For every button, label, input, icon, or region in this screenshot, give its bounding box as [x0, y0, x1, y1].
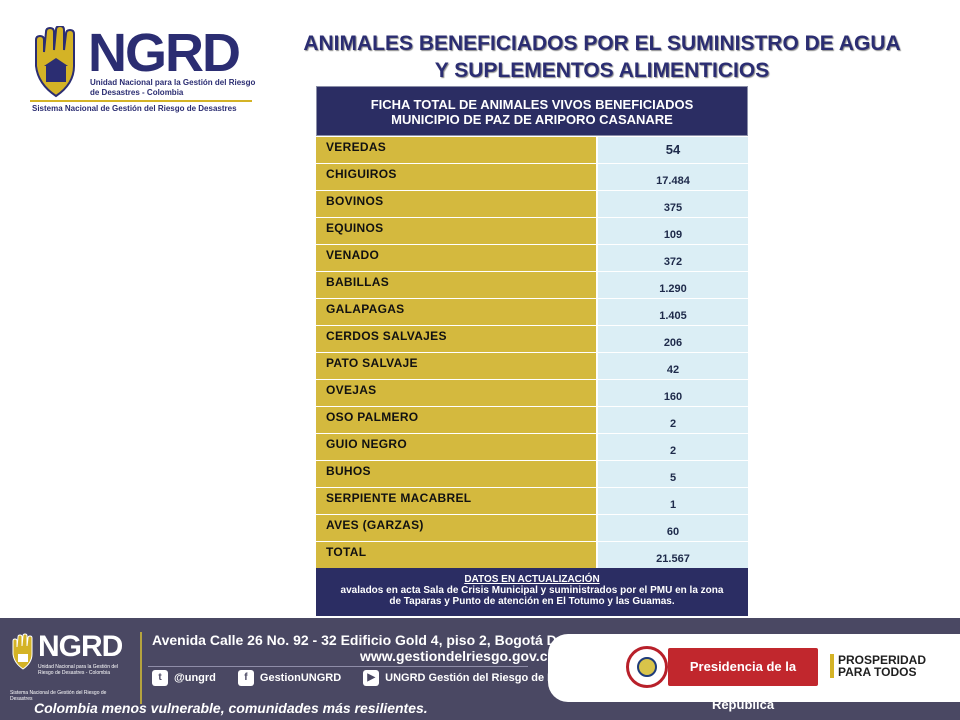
footer-divider — [140, 632, 142, 704]
ficha-header-line-2: MUNICIPIO DE PAZ DE ARIPORO CASANARE — [391, 112, 673, 127]
prosperidad-logo: PROSPERIDAD PARA TODOS — [838, 654, 928, 678]
row-label: BABILLAS — [316, 271, 598, 298]
table-row: EQUINOS 109 — [316, 217, 748, 244]
table-row: OVEJAS 160 — [316, 379, 748, 406]
table-row: VENADO 372 — [316, 244, 748, 271]
row-value: 1 — [598, 487, 748, 514]
row-label: BOVINOS — [316, 190, 598, 217]
footer-ngrd-logo: NGRD Unidad Nacional para la Gestión del… — [10, 628, 130, 708]
colombia-seal-icon — [626, 646, 668, 688]
ficha-header: FICHA TOTAL DE ANIMALES VIVOS BENEFICIAD… — [316, 86, 748, 136]
ficha-footer-note: DATOS EN ACTUALIZACIÓN avalados en acta … — [316, 568, 748, 616]
row-value: 109 — [598, 217, 748, 244]
row-value: 1.290 — [598, 271, 748, 298]
table-row: CERDOS SALVAJES 206 — [316, 325, 748, 352]
row-label: TOTAL — [316, 541, 598, 568]
title-line-1: ANIMALES BENEFICIADOS POR EL SUMINISTRO … — [303, 32, 901, 55]
table-row-total: TOTAL 21.567 — [316, 541, 748, 568]
footer-logo-subtitle: Unidad Nacional para la Gestión del Ries… — [38, 664, 119, 676]
row-value: 5 — [598, 460, 748, 487]
footer-logo-system-name: Sistema Nacional de Gestión del Riesgo d… — [10, 690, 107, 702]
logo-wordmark: NGRD — [88, 23, 241, 83]
footer-slogan: Colombia menos vulnerable, comunidades m… — [34, 700, 428, 716]
row-label: SERPIENTE MACABREL — [316, 487, 598, 514]
prosperidad-bar — [830, 654, 834, 678]
presidencia-logo: Presidencia de la República — [668, 648, 818, 712]
row-value: 375 — [598, 190, 748, 217]
note-line-2: de Taparas y Punto de atención en El Tot… — [389, 596, 675, 607]
table-row: PATO SALVAJE 42 — [316, 352, 748, 379]
table-row: BOVINOS 375 — [316, 190, 748, 217]
row-label: AVES (GARZAS) — [316, 514, 598, 541]
table-row: CHIGUIROS 17.484 — [316, 163, 748, 190]
ficha-header-line-1: FICHA TOTAL DE ANIMALES VIVOS BENEFICIAD… — [370, 97, 694, 112]
logo-subtitle: Unidad Nacional para la Gestión del Ries… — [90, 78, 256, 97]
table-row: AVES (GARZAS) 60 — [316, 514, 748, 541]
note-title: DATOS EN ACTUALIZACIÓN — [464, 574, 600, 585]
youtube-handle[interactable]: UNGRD Gestión del Riesgo de Desastres — [385, 672, 600, 684]
row-value: 2 — [598, 406, 748, 433]
row-label: GALAPAGAS — [316, 298, 598, 325]
row-label: VENADO — [316, 244, 598, 271]
row-value: 60 — [598, 514, 748, 541]
row-value: 2 — [598, 433, 748, 460]
ficha-table: FICHA TOTAL DE ANIMALES VIVOS BENEFICIAD… — [316, 86, 748, 616]
row-value: 21.567 — [598, 541, 748, 568]
row-label: CHIGUIROS — [316, 163, 598, 190]
social-links: t @ungrd f GestionUNGRD ▶ UNGRD Gestión … — [152, 670, 600, 686]
row-label: CERDOS SALVAJES — [316, 325, 598, 352]
row-value: 54 — [598, 136, 748, 163]
note-line-1: avalados en acta Sala de Crisis Municipa… — [340, 585, 724, 596]
prosperidad-line-1: PROSPERIDAD — [838, 653, 927, 667]
table-row: GALAPAGAS 1.405 — [316, 298, 748, 325]
footer-website-link[interactable]: www.gestiondelriesgo.gov.co — [360, 648, 557, 664]
twitter-handle[interactable]: @ungrd — [174, 672, 216, 684]
row-label: OVEJAS — [316, 379, 598, 406]
twitter-icon[interactable]: t — [152, 670, 168, 686]
table-row: VEREDAS 54 — [316, 136, 748, 163]
row-value: 17.484 — [598, 163, 748, 190]
row-label: VEREDAS — [316, 136, 598, 163]
ngrd-logo: NGRD Unidad Nacional para la Gestión del… — [22, 20, 255, 124]
facebook-handle[interactable]: GestionUNGRD — [259, 672, 342, 684]
title-line-2: Y SUPLEMENTOS ALIMENTICIOS — [434, 59, 770, 82]
footer-hline — [148, 666, 528, 667]
page-title: ANIMALES BENEFICIADOS POR EL SUMINISTRO … — [252, 30, 952, 84]
row-value: 42 — [598, 352, 748, 379]
youtube-icon[interactable]: ▶ — [363, 670, 380, 686]
hand-shield-icon — [35, 26, 75, 98]
table-row: OSO PALMERO 2 — [316, 406, 748, 433]
table-row: BUHOS 5 — [316, 460, 748, 487]
table-row: SERPIENTE MACABREL 1 — [316, 487, 748, 514]
row-value: 160 — [598, 379, 748, 406]
ficha-rows: VEREDAS 54 CHIGUIROS 17.484 BOVINOS 375 EQU… — [316, 136, 748, 568]
row-label: EQUINOS — [316, 217, 598, 244]
row-label: GUIO NEGRO — [316, 433, 598, 460]
partner-logos: Presidencia de la República PROSPERIDAD … — [548, 634, 960, 712]
footer-logo-wordmark: NGRD — [38, 630, 123, 663]
table-row: GUIO NEGRO 2 — [316, 433, 748, 460]
logo-divider — [30, 100, 252, 102]
row-label: OSO PALMERO — [316, 406, 598, 433]
row-label: BUHOS — [316, 460, 598, 487]
facebook-icon[interactable]: f — [237, 670, 254, 686]
prosperidad-line-2: PARA TODOS — [838, 665, 917, 679]
row-value: 1.405 — [598, 298, 748, 325]
logo-system-name: Sistema Nacional de Gestión del Riesgo d… — [32, 104, 237, 113]
row-value: 206 — [598, 325, 748, 352]
footer-address: Avenida Calle 26 No. 92 - 32 Edificio Go… — [152, 632, 571, 648]
row-label: PATO SALVAJE — [316, 352, 598, 379]
table-row: BABILLAS 1.290 — [316, 271, 748, 298]
hand-shield-icon — [12, 633, 33, 670]
footer-bar: NGRD Unidad Nacional para la Gestión del… — [0, 618, 960, 720]
row-value: 372 — [598, 244, 748, 271]
